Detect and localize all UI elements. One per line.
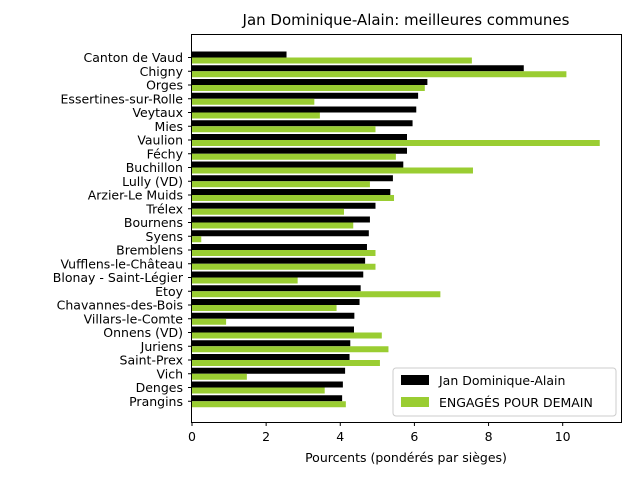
y-tick-label: Vich	[156, 366, 183, 381]
bar-jan-21	[192, 340, 351, 347]
bar-engages-9	[192, 181, 370, 188]
y-tick-labels: Canton de VaudChignyOrgesEssertines-sur-…	[53, 50, 192, 409]
bar-engages-2	[192, 85, 425, 91]
bar-jan-11	[192, 202, 376, 209]
bar-jan-9	[192, 175, 393, 182]
bar-jan-15	[192, 257, 366, 264]
bar-engages-6	[192, 140, 600, 146]
bar-jan-3	[192, 92, 419, 99]
bar-engages-25	[192, 401, 346, 408]
bar-jan-10	[192, 189, 391, 195]
x-ticks: 0 2 4 6 8 10	[188, 422, 571, 444]
bar-jan-0	[192, 51, 287, 58]
bar-jan-4	[192, 106, 417, 113]
y-tick-label: Trélex	[145, 201, 183, 216]
x-tick-label: 8	[485, 429, 493, 444]
y-tick-label: Buchillon	[126, 160, 183, 175]
y-tick-label: Etoy	[155, 284, 183, 299]
y-tick-label: Bournens	[124, 215, 183, 230]
bars-group	[192, 51, 600, 408]
bar-engages-11	[192, 208, 344, 215]
y-tick-label: Saint-Prex	[120, 353, 183, 368]
bar-engages-16	[192, 277, 298, 284]
bar-engages-8	[192, 167, 473, 174]
x-tick-label: 2	[262, 429, 270, 444]
bar-engages-14	[192, 250, 376, 256]
y-tick-label: Féchy	[147, 146, 184, 161]
bar-jan-2	[192, 79, 428, 85]
y-tick-label: Chigny	[140, 64, 184, 79]
bar-jan-23	[192, 367, 346, 374]
bar-jan-7	[192, 147, 407, 154]
bar-engages-17	[192, 291, 441, 298]
bar-jan-16	[192, 271, 364, 278]
y-tick-label: Chavannes-des-Bois	[57, 298, 183, 313]
y-tick-label: Bremblens	[116, 243, 183, 258]
bar-jan-18	[192, 299, 360, 305]
bar-engages-1	[192, 71, 567, 78]
bar-engages-18	[192, 305, 337, 311]
y-tick-label: Vaulion	[137, 133, 183, 148]
y-tick-label: Essertines-sur-Rolle	[61, 91, 184, 106]
bar-engages-21	[192, 346, 389, 353]
y-tick-label: Canton de Vaud	[84, 50, 183, 65]
y-tick-label: Veytaux	[132, 105, 183, 120]
x-axis-label: Pourcents (pondérés par sièges)	[305, 450, 507, 465]
bar-engages-20	[192, 332, 382, 339]
x-tick-label: 6	[410, 429, 418, 444]
bar-engages-10	[192, 195, 395, 201]
bar-jan-6	[192, 134, 407, 140]
y-tick-label: Prangins	[129, 394, 183, 409]
y-tick-label: Vufflens-le-Château	[60, 256, 183, 271]
legend-label-engages: ENGAGÉS POUR DEMAIN	[439, 395, 593, 410]
y-tick-label: Juriens	[140, 339, 183, 354]
bar-jan-20	[192, 326, 354, 333]
bar-jan-19	[192, 312, 355, 319]
y-tick-label: Lully (VD)	[122, 174, 183, 189]
bar-engages-12	[192, 222, 354, 229]
y-tick-label: Denges	[136, 380, 183, 395]
bar-engages-0	[192, 57, 472, 64]
chart-title: Jan Dominique-Alain: meilleures communes	[242, 11, 570, 29]
y-tick-label: Onnens (VD)	[103, 325, 183, 340]
legend-label-jan: Jan Dominique-Alain	[438, 373, 565, 388]
x-tick-label: 0	[188, 429, 196, 444]
y-tick-label: Arzier-Le Muids	[88, 188, 183, 203]
bar-jan-5	[192, 120, 413, 127]
bar-jan-8	[192, 161, 404, 168]
bar-engages-24	[192, 387, 325, 394]
y-tick-label: Villars-le-Comte	[84, 311, 184, 326]
legend-swatch-engages	[401, 397, 429, 407]
bar-engages-7	[192, 153, 396, 160]
bar-jan-17	[192, 285, 361, 292]
bar-jan-22	[192, 354, 350, 360]
y-tick-label: Mies	[155, 119, 183, 134]
bar-engages-3	[192, 98, 315, 105]
bar-jan-1	[192, 65, 524, 72]
legend-box	[392, 367, 617, 417]
bar-engages-23	[192, 373, 247, 380]
bar-engages-13	[192, 236, 202, 243]
bar-engages-19	[192, 318, 227, 325]
legend-swatch-jan	[401, 375, 429, 385]
bar-jan-12	[192, 216, 370, 223]
y-tick-label: Orges	[146, 78, 183, 93]
x-tick-label: 10	[555, 429, 571, 444]
bar-engages-22	[192, 360, 380, 366]
y-tick-label: Syens	[146, 229, 183, 244]
bar-jan-14	[192, 244, 367, 250]
legend: Jan Dominique-Alain ENGAGÉS POUR DEMAIN	[392, 367, 617, 417]
plot-frame	[191, 34, 622, 423]
bar-jan-25	[192, 395, 343, 402]
bar-engages-15	[192, 263, 376, 270]
bar-jan-13	[192, 230, 369, 237]
bar-jan-24	[192, 381, 343, 388]
y-tick-label: Blonay - Saint-Légier	[53, 270, 184, 285]
x-tick-label: 4	[336, 429, 344, 444]
bar-engages-5	[192, 126, 376, 133]
bar-engages-4	[192, 112, 320, 119]
